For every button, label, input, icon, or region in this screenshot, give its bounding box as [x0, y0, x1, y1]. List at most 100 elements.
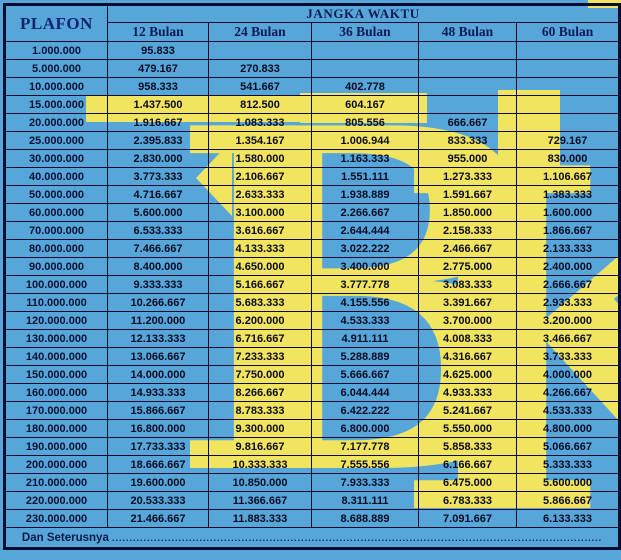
table-row: 5.000.000 479.167 270.833 — [4, 59, 621, 78]
installment-value: 8.688.889 — [311, 509, 419, 528]
installment-value: 3.400.000 — [311, 257, 419, 276]
installment-value: 5.166.667 — [208, 275, 312, 294]
column-header-12-bulan: 12 Bulan — [107, 22, 209, 42]
installment-value: 479.167 — [107, 59, 209, 78]
plafon-value: 5.000.000 — [4, 59, 108, 78]
installment-value: 4.008.333 — [418, 329, 517, 348]
table-row: 180.000.000 16.800.000 9.300.000 6.800.000 5… — [4, 419, 621, 438]
installment-value: 3.200.000 — [515, 311, 621, 330]
installment-value: 812.500 — [208, 95, 312, 114]
column-header-60-bulan: 60 Bulan — [515, 22, 621, 42]
installment-value: 5.600.000 — [515, 473, 621, 492]
installment-value: 833.333 — [418, 131, 517, 150]
installment-value: 9.300.000 — [208, 419, 312, 438]
table-row: 230.000.000 21.466.667 11.883.333 8.688.889… — [4, 509, 621, 528]
installment-value: 4.533.333 — [515, 401, 621, 420]
installment-value: 4.716.667 — [107, 185, 209, 204]
installment-value: 5.866.667 — [515, 491, 621, 510]
installment-value: 12.133.333 — [107, 329, 209, 348]
installment-value: 16.800.000 — [107, 419, 209, 438]
installment-value: 11.366.667 — [208, 491, 312, 510]
installment-value: 1.437.500 — [107, 95, 209, 114]
installment-value: 1.580.000 — [208, 149, 312, 168]
installment-value — [418, 41, 517, 60]
plafon-value: 15.000.000 — [4, 95, 108, 114]
installment-value: 1.006.944 — [311, 131, 419, 150]
table-row: 1.000.000 95.833 — [4, 41, 621, 60]
installment-value: 1.354.167 — [208, 131, 312, 150]
installment-value: 3.773.333 — [107, 167, 209, 186]
installment-value: 10.333.333 — [208, 455, 312, 474]
installment-value: 1.551.111 — [311, 167, 419, 186]
installment-value: 666.667 — [418, 113, 517, 132]
installment-value: 2.666.667 — [515, 275, 621, 294]
installment-value: 2.933.333 — [515, 293, 621, 312]
installment-value: 7.233.333 — [208, 347, 312, 366]
installment-value: 13.066.667 — [107, 347, 209, 366]
footer-note: Dan Seterusnya .........................… — [3, 527, 621, 549]
installment-value: 4.933.333 — [418, 383, 517, 402]
installment-value: 1.938.889 — [311, 185, 419, 204]
installment-value: 6.422.222 — [311, 401, 419, 420]
installment-value: 3.700.000 — [418, 311, 517, 330]
column-header-36-bulan: 36 Bulan — [311, 22, 419, 42]
plafon-value: 130.000.000 — [4, 329, 108, 348]
installment-value: 15.866.667 — [107, 401, 209, 420]
installment-value: 3.391.667 — [418, 293, 517, 312]
installment-value: 8.400.000 — [107, 257, 209, 276]
installment-value: 11.883.333 — [208, 509, 312, 528]
installment-value: 6.716.667 — [208, 329, 312, 348]
installment-value: 4.533.333 — [311, 311, 419, 330]
table-row: 70.000.000 6.533.333 3.616.667 2.644.444 2.1… — [4, 221, 621, 240]
plafon-value: 50.000.000 — [4, 185, 108, 204]
plafon-value: 40.000.000 — [4, 167, 108, 186]
installment-value: 402.778 — [311, 77, 419, 96]
plafon-value: 10.000.000 — [4, 77, 108, 96]
table-row: 120.000.000 11.200.000 6.200.000 4.533.333 3… — [4, 311, 621, 330]
installment-value: 2.466.667 — [418, 239, 517, 258]
installment-value: 2.775.000 — [418, 257, 517, 276]
installment-value: 9.816.667 — [208, 437, 312, 456]
installment-value: 4.911.111 — [311, 329, 419, 348]
installment-value: 2.106.667 — [208, 167, 312, 186]
installment-value: 2.830.000 — [107, 149, 209, 168]
installment-value: 541.667 — [208, 77, 312, 96]
table-row: 40.000.000 3.773.333 2.106.667 1.551.111 1.2… — [4, 167, 621, 186]
installment-value: 5.288.889 — [311, 347, 419, 366]
installment-value: 2.633.333 — [208, 185, 312, 204]
installment-value: 5.550.000 — [418, 419, 517, 438]
installment-value: 955.000 — [418, 149, 517, 168]
installment-value: 5.241.667 — [418, 401, 517, 420]
plafon-value: 70.000.000 — [4, 221, 108, 240]
installment-value: 14.933.333 — [107, 383, 209, 402]
plafon-value: 160.000.000 — [4, 383, 108, 402]
installment-value: 1.083.333 — [208, 113, 312, 132]
table-row: 15.000.000 1.437.500 812.500 604.167 — [4, 95, 621, 114]
installment-value: 6.166.667 — [418, 455, 517, 474]
installment-value: 5.858.333 — [418, 437, 517, 456]
installment-value — [418, 77, 517, 96]
installment-value — [311, 41, 419, 60]
installment-value — [418, 95, 517, 114]
installment-value: 21.466.667 — [107, 509, 209, 528]
installment-value: 6.475.000 — [418, 473, 517, 492]
plafon-value: 90.000.000 — [4, 257, 108, 276]
installment-value — [515, 59, 621, 78]
installment-value — [515, 113, 621, 132]
installment-value: 4.000.000 — [515, 365, 621, 384]
plafon-value: 1.000.000 — [4, 41, 108, 60]
installment-value — [208, 41, 312, 60]
installment-value: 1.163.333 — [311, 149, 419, 168]
installment-value: 805.556 — [311, 113, 419, 132]
installment-value: 4.800.000 — [515, 419, 621, 438]
installment-value: 95.833 — [107, 41, 209, 60]
installment-value: 6.044.444 — [311, 383, 419, 402]
installment-value — [311, 59, 419, 78]
table-row: 170.000.000 15.866.667 8.783.333 6.422.222 5… — [4, 401, 621, 420]
installment-value: 830.000 — [515, 149, 621, 168]
installment-value: 4.133.333 — [208, 239, 312, 258]
table-row: 80.000.000 7.466.667 4.133.333 3.022.222 2.4… — [4, 239, 621, 258]
installment-value: 4.316.667 — [418, 347, 517, 366]
installment-value: 958.333 — [107, 77, 209, 96]
